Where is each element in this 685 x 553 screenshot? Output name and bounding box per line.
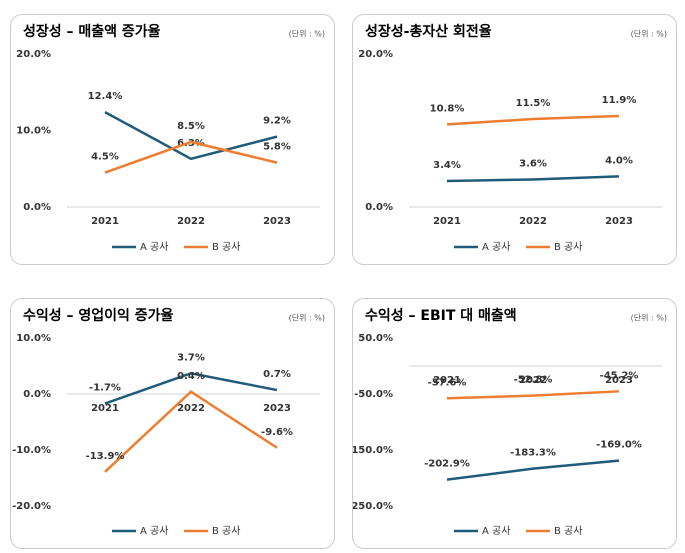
x-tick-label: 2022 (519, 375, 547, 386)
chart: 성장성-총자산 회전율 (단위 : %) 0.0% 20.0% 2021 2022 2023… (358, 23, 667, 253)
data-label: 4.0% (605, 155, 633, 166)
chart: 성장성 – 매출액 증가율 (단위 : %) 0.0% 10.0% 20.0% 2021 2… (16, 23, 325, 253)
x-tick-label: 2022 (519, 216, 547, 227)
x-tick-label: 2023 (263, 216, 291, 227)
chart-panel: 성장성 – 매출액 증가율 (단위 : %) 0.0% 10.0% 20.0% 2021 2… (10, 14, 335, 265)
data-label: -183.3% (510, 448, 556, 459)
series-line (104, 111, 278, 161)
unit-label: (단위 : %) (289, 313, 325, 323)
data-label: -45.2% (600, 370, 639, 381)
legend-label: A 공사 (140, 525, 168, 537)
chart-panel: 성장성-총자산 회전율 (단위 : %) 0.0% 20.0% 2021 2022 2023… (352, 14, 677, 265)
series-line (446, 390, 620, 400)
data-label: -1.7% (89, 383, 121, 394)
data-label: 11.5% (516, 98, 551, 109)
series-line (446, 175, 620, 183)
series-line (104, 371, 278, 405)
y-tick-label: 20.0% (16, 49, 51, 60)
x-tick-label: 2022 (177, 403, 205, 414)
x-tick-label: 2021 (91, 403, 119, 414)
data-label: 9.2% (263, 116, 291, 127)
chart: 수익성 – EBIT 대 매출액 (단위 : %) -250.0% -150.0% -5… (353, 307, 667, 537)
chart: 수익성 – 영업이익 증가율 (단위 : %) -20.0% -10.0% 0.0% 10… (12, 307, 325, 537)
data-label: -202.9% (424, 459, 470, 470)
x-tick-label: 2021 (433, 216, 461, 227)
x-tick-label: 2022 (177, 216, 205, 227)
legend-label: B 공사 (212, 525, 240, 537)
series-line (104, 140, 278, 174)
y-tick-label: 10.0% (16, 333, 51, 344)
chart-title: 수익성 – 영업이익 증가율 (23, 307, 174, 324)
y-tick-label: 0.0% (23, 389, 51, 400)
data-label: 6.3% (177, 138, 205, 149)
data-label: 12.4% (88, 91, 123, 102)
y-tick-label: 10.0% (16, 126, 51, 137)
y-tick-label: 0.0% (23, 202, 51, 213)
series-line (104, 390, 278, 473)
x-tick-label: 2023 (605, 216, 633, 227)
unit-label: (단위 : %) (631, 29, 667, 39)
y-tick-label: 50.0% (358, 333, 393, 344)
data-label: 3.7% (177, 352, 205, 363)
data-label: 10.8% (430, 103, 465, 114)
data-label: 3.6% (519, 158, 547, 169)
data-label: 11.9% (602, 95, 637, 106)
chart-title: 수익성 – EBIT 대 매출액 (365, 307, 517, 324)
legend-label: A 공사 (140, 241, 168, 253)
legend-label: A 공사 (482, 241, 510, 253)
x-tick-label: 2021 (91, 216, 119, 227)
data-label: -9.6% (261, 427, 293, 438)
legend-label: B 공사 (554, 525, 582, 537)
series-line (446, 114, 620, 126)
series-line (446, 459, 620, 481)
chart-panel: 수익성 – EBIT 대 매출액 (단위 : %) -250.0% -150.0% -5… (352, 298, 677, 549)
legend-label: B 공사 (212, 241, 240, 253)
y-tick-label: -10.0% (12, 445, 51, 456)
y-tick-label: -50.0% (354, 389, 393, 400)
legend-label: A 공사 (482, 525, 510, 537)
y-tick-label: -20.0% (12, 501, 51, 512)
data-label: -52.8% (514, 375, 553, 386)
data-label: 8.5% (177, 121, 205, 132)
chart-title: 성장성 – 매출액 증가율 (23, 23, 161, 40)
y-tick-label: -250.0% (353, 501, 393, 512)
legend-label: B 공사 (554, 241, 582, 253)
data-label: -13.9% (86, 451, 125, 462)
chart-panel: 수익성 – 영업이익 증가율 (단위 : %) -20.0% -10.0% 0.0% 10… (10, 298, 335, 549)
data-label: -57.6% (428, 377, 467, 388)
data-label: 0.4% (177, 371, 205, 382)
x-tick-label: 2023 (263, 403, 291, 414)
data-label: 4.5% (91, 152, 119, 163)
y-tick-label: -150.0% (353, 445, 393, 456)
data-label: 3.4% (433, 160, 461, 171)
x-tick-label: 2023 (605, 375, 633, 386)
data-label: 0.7% (263, 369, 291, 380)
x-tick-label: 2021 (433, 375, 461, 386)
data-label: 5.8% (263, 142, 291, 153)
y-tick-label: 20.0% (358, 49, 393, 60)
y-tick-label: 0.0% (365, 202, 393, 213)
unit-label: (단위 : %) (631, 313, 667, 323)
data-label: -169.0% (596, 440, 642, 451)
chart-title: 성장성-총자산 회전율 (365, 23, 492, 40)
unit-label: (단위 : %) (289, 29, 325, 39)
